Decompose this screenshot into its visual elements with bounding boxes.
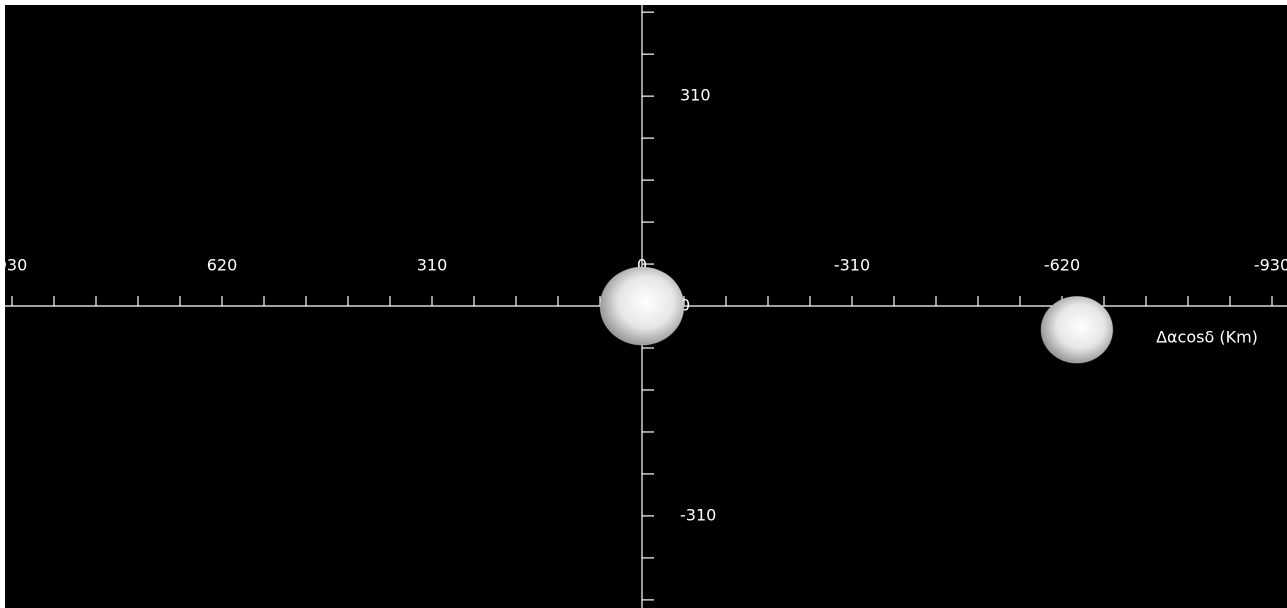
x-tick-label: -930	[1254, 256, 1287, 275]
body-sphere	[1040, 295, 1114, 364]
x-tick-label: -620	[1044, 256, 1080, 275]
x-tick-label: 930	[0, 256, 27, 275]
x-tick-label: 620	[207, 256, 238, 275]
x-tick-label: -310	[834, 256, 870, 275]
body-sphere	[599, 266, 685, 346]
x-tick-label: 310	[417, 256, 448, 275]
y-tick-label: 310	[680, 86, 711, 105]
y-tick-label: 0	[680, 296, 690, 315]
y-tick-label: -310	[680, 505, 716, 524]
x-tick-label: 0	[637, 256, 647, 275]
x-axis-label: Δαcosδ (Km)	[1156, 328, 1258, 347]
